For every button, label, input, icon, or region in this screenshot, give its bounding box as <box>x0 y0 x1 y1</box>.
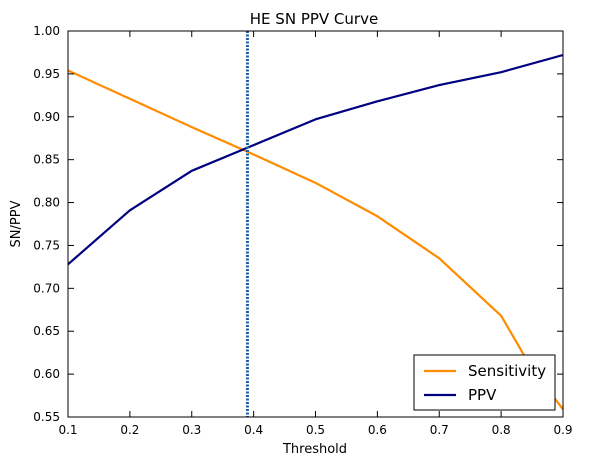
y-tick-label: 0.90 <box>33 110 60 124</box>
x-tick-label: 0.3 <box>182 423 201 437</box>
y-tick-label: 0.85 <box>33 153 60 167</box>
y-tick-label: 0.80 <box>33 196 60 210</box>
legend-label-ppv: PPV <box>468 386 497 404</box>
x-tick-label: 0.8 <box>492 423 511 437</box>
x-tick-label: 0.2 <box>120 423 139 437</box>
x-tick-label: 0.1 <box>58 423 77 437</box>
y-axis-label: SN/PPV <box>9 200 24 247</box>
x-tick-label: 0.4 <box>244 423 263 437</box>
x-axis-label: Threshold <box>282 442 347 457</box>
x-tick-label: 0.7 <box>430 423 449 437</box>
x-tick-label: 0.9 <box>553 423 572 437</box>
legend-box <box>413 354 556 411</box>
plot-background <box>68 31 563 417</box>
y-tick-label: 0.60 <box>33 367 60 381</box>
series-line-sensitivity <box>68 69 563 410</box>
y-axis-ticks: 0.55 0.60 0.65 0.70 0.75 0.80 0.85 0.90 0.95 1.00 <box>33 24 563 424</box>
y-tick-label: 0.75 <box>33 238 60 252</box>
lines-layer <box>68 53 563 410</box>
y-tick-label: 0.55 <box>33 410 60 424</box>
series-line-ppv <box>68 53 563 266</box>
y-tick-label: 1.00 <box>33 24 60 38</box>
legend: Sensitivity PPV <box>413 354 556 411</box>
x-tick-label: 0.5 <box>306 423 325 437</box>
plot-area <box>67 30 564 418</box>
x-axis-ticks: 0.1 0.2 0.3 0.4 0.5 0.6 0.7 0.8 0.9 <box>58 31 573 437</box>
legend-label-sensitivity: Sensitivity <box>468 362 546 380</box>
x-tick-label: 0.6 <box>368 423 387 437</box>
y-tick-label: 0.95 <box>33 67 60 81</box>
chart-title: HE SN PPV Curve <box>250 10 378 28</box>
y-tick-label: 0.70 <box>33 281 60 295</box>
y-tick-label: 0.65 <box>33 324 60 338</box>
